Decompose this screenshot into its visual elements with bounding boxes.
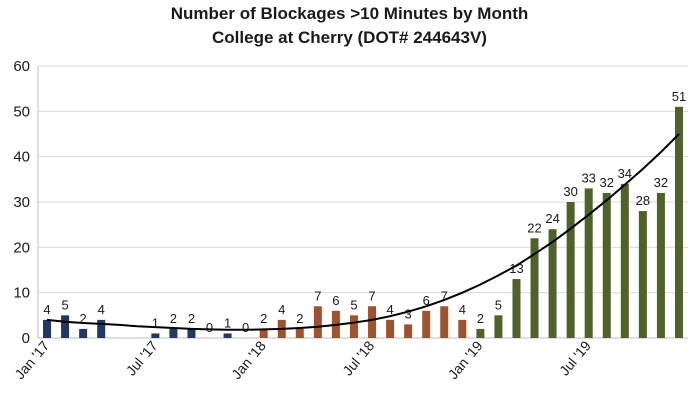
bar (151, 333, 160, 338)
data-label: 7 (314, 288, 321, 303)
data-label: 24 (545, 211, 559, 226)
data-label: 7 (368, 288, 375, 303)
bar (259, 328, 268, 338)
data-label: 30 (563, 184, 577, 199)
data-label: 32 (600, 175, 614, 190)
data-label: 2 (260, 311, 267, 326)
bar (674, 106, 683, 338)
bar (620, 183, 629, 338)
bar (295, 328, 304, 338)
data-label: 13 (509, 261, 523, 276)
bar (638, 211, 647, 338)
data-label: 51 (672, 89, 686, 104)
data-label: 5 (350, 297, 357, 312)
data-label: 5 (495, 297, 502, 312)
bar (97, 319, 106, 338)
bar (223, 333, 232, 338)
data-label: 0 (242, 320, 249, 335)
bar (422, 310, 431, 338)
y-tick-label: 30 (13, 194, 30, 211)
data-label: 4 (43, 302, 50, 317)
bar (530, 238, 539, 338)
data-label: 4 (386, 302, 393, 317)
data-label: 4 (278, 302, 285, 317)
data-label: 5 (61, 297, 68, 312)
chart-title: Number of Blockages >10 Minutes by Month… (0, 2, 699, 50)
data-label: 2 (296, 311, 303, 326)
data-label: 2 (170, 311, 177, 326)
bar (79, 328, 88, 338)
chart-title-line1: Number of Blockages >10 Minutes by Month (170, 4, 529, 23)
chart-title-line2: College at Cherry (DOT# 244643V) (212, 28, 487, 47)
data-label: 28 (636, 193, 650, 208)
bar (169, 328, 178, 338)
bar (584, 188, 593, 338)
y-tick-label: 0 (22, 330, 30, 347)
trendline (46, 133, 680, 331)
y-tick-label: 40 (13, 149, 30, 166)
data-label: 0 (206, 320, 213, 335)
bar (404, 324, 413, 338)
data-label: 6 (423, 293, 430, 308)
data-label: 33 (581, 170, 595, 185)
y-tick-label: 60 (13, 58, 30, 75)
bar (602, 192, 611, 338)
x-tick-label: Jul '17 (123, 337, 161, 378)
x-tick-label: Jan '19 (445, 337, 486, 382)
data-label: 2 (477, 311, 484, 326)
data-label: 1 (224, 315, 231, 330)
data-label: 34 (618, 166, 632, 181)
data-label: 4 (98, 302, 105, 317)
data-label: 2 (80, 311, 87, 326)
bar (494, 315, 503, 338)
data-label: 7 (441, 288, 448, 303)
x-tick-label: Jan '17 (11, 337, 52, 382)
data-label: 3 (405, 306, 412, 321)
bar (440, 306, 449, 338)
bar (386, 319, 395, 338)
bar (187, 328, 196, 338)
bar (349, 315, 358, 338)
x-tick-label: Jul '18 (339, 337, 377, 378)
bar (43, 319, 52, 338)
data-label: 4 (459, 302, 466, 317)
bar (548, 229, 557, 338)
data-label: 1 (152, 315, 159, 330)
x-tick-label: Jul '19 (556, 337, 594, 378)
y-tick-label: 10 (13, 285, 30, 302)
data-label: 32 (654, 175, 668, 190)
bar (512, 279, 521, 338)
data-label: 6 (332, 293, 339, 308)
y-tick-label: 20 (13, 239, 30, 256)
bar (656, 192, 665, 338)
bar (476, 328, 485, 338)
y-tick-label: 50 (13, 103, 30, 120)
bar (566, 202, 575, 338)
data-label: 2 (188, 311, 195, 326)
x-tick-label: Jan '18 (228, 337, 269, 382)
bar (313, 306, 322, 338)
bar (61, 315, 70, 338)
data-label: 22 (527, 220, 541, 235)
bar (368, 306, 377, 338)
bar (458, 319, 467, 338)
